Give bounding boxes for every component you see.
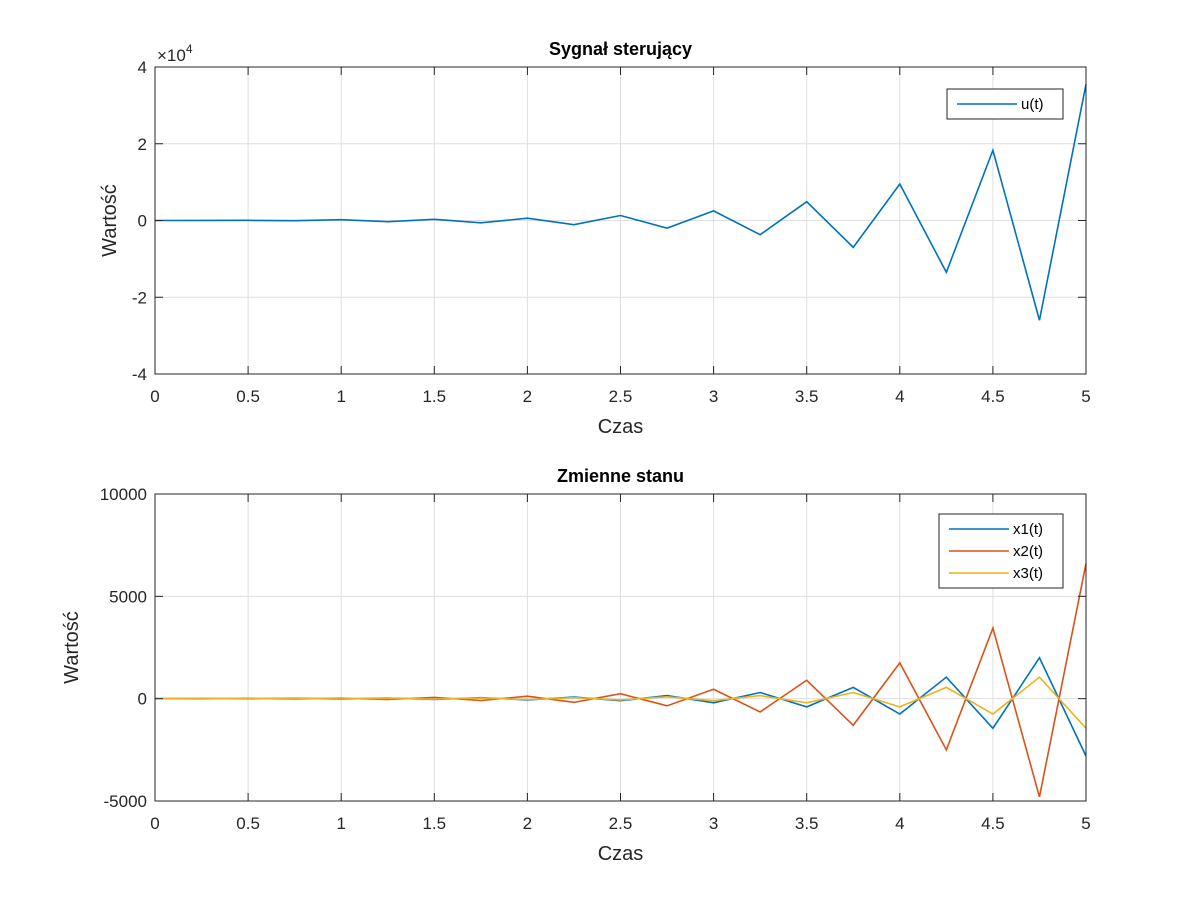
x-tick-label: 4.5 [981,387,1005,406]
y-tick-label: -5000 [104,792,147,811]
legend: x1(t) x2(t) x3(t) [938,513,1064,589]
y-tick-label: -4 [132,365,147,384]
x-tick-label: 3 [709,387,718,406]
x-tick-label: 4 [895,814,904,833]
y-tick-label: 0 [138,690,147,709]
y-tick-label: 4 [138,58,147,77]
x-tick-label: 3.5 [795,814,819,833]
legend-label: u(t) [1021,96,1044,113]
x-tick-label: 1 [336,387,345,406]
x-tick-label: 1 [336,814,345,833]
state-variables-chart: 0 0.5 1 1.5 2 2.5 3 3.5 4 4.5 5-50000500010000Zmie… [61,466,1091,865]
x-tick-label: 0 [150,814,159,833]
control-signal-chart: 0 0.5 1 1.5 2 2.5 3 3.5 4 4.5 5 -4 -2 0 2 4 ×104 Sygnał s… [99,39,1091,438]
x-tick-label: 2.5 [609,387,633,406]
x-tick-label: 4 [895,387,904,406]
x-tick-label: 5 [1081,814,1090,833]
x-tick-label: 4.5 [981,814,1005,833]
x-tick-label: 1.5 [422,387,446,406]
y-tick-label: 5000 [109,587,147,606]
legend: u(t) [946,88,1064,120]
x-tick-label: 5 [1081,387,1090,406]
x-tick-label: 1.5 [422,814,446,833]
x-tick-label: 3.5 [795,387,819,406]
x-axis-label: Czas [598,416,644,438]
x-tick-label: 0 [150,387,159,406]
y-tick-label: 2 [138,135,147,154]
x-tick-label: 2.5 [609,814,633,833]
y-exponent-label: ×104 [157,42,193,65]
y-axis-label: Wartość [99,184,121,257]
x-axis-label: Czas [598,843,644,865]
y-tick-label: -2 [132,288,147,307]
x-tick-label: 2 [523,387,532,406]
x-tick-label: 0.5 [236,814,260,833]
y-axis-label: Wartość [61,611,83,684]
y-tick-label: 0 [138,212,147,231]
legend-label: x1(t) [1013,521,1043,538]
series-line-ut [154,84,1087,321]
x-tick-label: 2 [523,814,532,833]
legend-label: x3(t) [1013,565,1043,582]
y-tick-label: 10000 [100,485,147,504]
x-tick-label: 0.5 [236,387,260,406]
chart-title: Zmienne stanu [557,466,684,486]
chart-title: Sygnał sterujący [549,39,692,59]
legend-label: x2(t) [1013,543,1043,560]
series-line-x3t [154,676,1087,729]
x-tick-label: 3 [709,814,718,833]
